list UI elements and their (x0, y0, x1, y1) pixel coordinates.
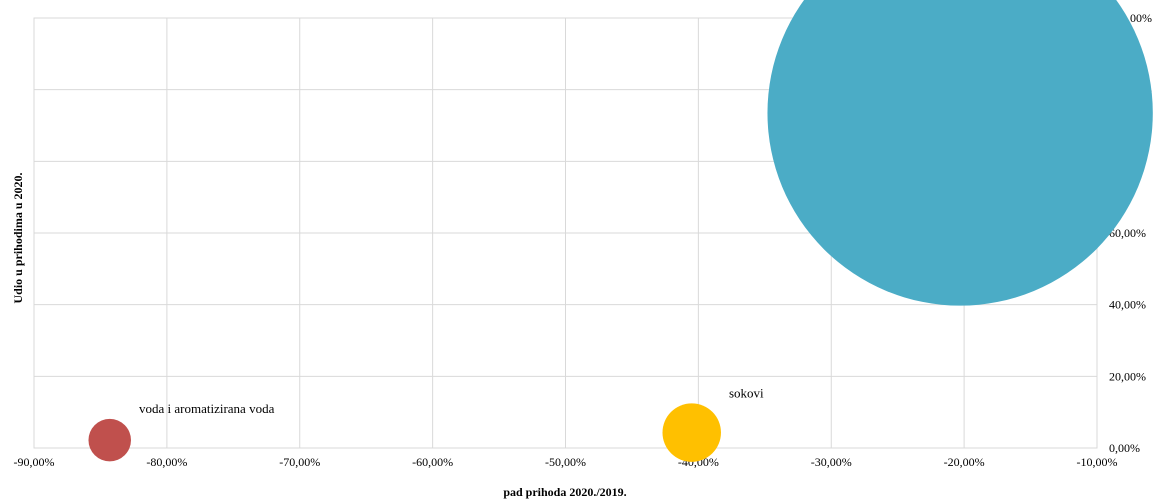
y-tick-label: 20,00% (1109, 369, 1146, 383)
y-tick-label: 0,00% (1109, 441, 1140, 455)
bubbles (88, 0, 1153, 462)
x-tick-label: -60,00% (412, 455, 453, 469)
bubble-labels: voda i aromatizirana vodasokovipivo (139, 385, 764, 416)
y-tick-label: 60,00% (1109, 226, 1146, 240)
x-axis-title: pad prihoda 2020./2019. (503, 485, 626, 499)
bubble (88, 418, 131, 462)
y-tick-label: 40,00% (1109, 298, 1146, 312)
bubble-label: voda i aromatizirana voda (139, 401, 275, 416)
x-tick-label: -30,00% (811, 455, 852, 469)
x-tick-label: -70,00% (279, 455, 320, 469)
x-tick-label: -20,00% (944, 455, 985, 469)
y-axis-title: Udio u prihodima u 2020. (11, 172, 25, 303)
x-tick-label: -50,00% (545, 455, 586, 469)
x-tick-label: -90,00% (14, 455, 55, 469)
bubble (767, 0, 1153, 306)
bubble (662, 403, 721, 462)
x-axis-tick-labels: -90,00% -80,00% -70,00% -60,00% -50,00% -40,0… (14, 455, 1118, 469)
x-tick-label: -80,00% (146, 455, 187, 469)
bubble-label: sokovi (729, 385, 764, 400)
x-tick-label: -10,00% (1077, 455, 1118, 469)
